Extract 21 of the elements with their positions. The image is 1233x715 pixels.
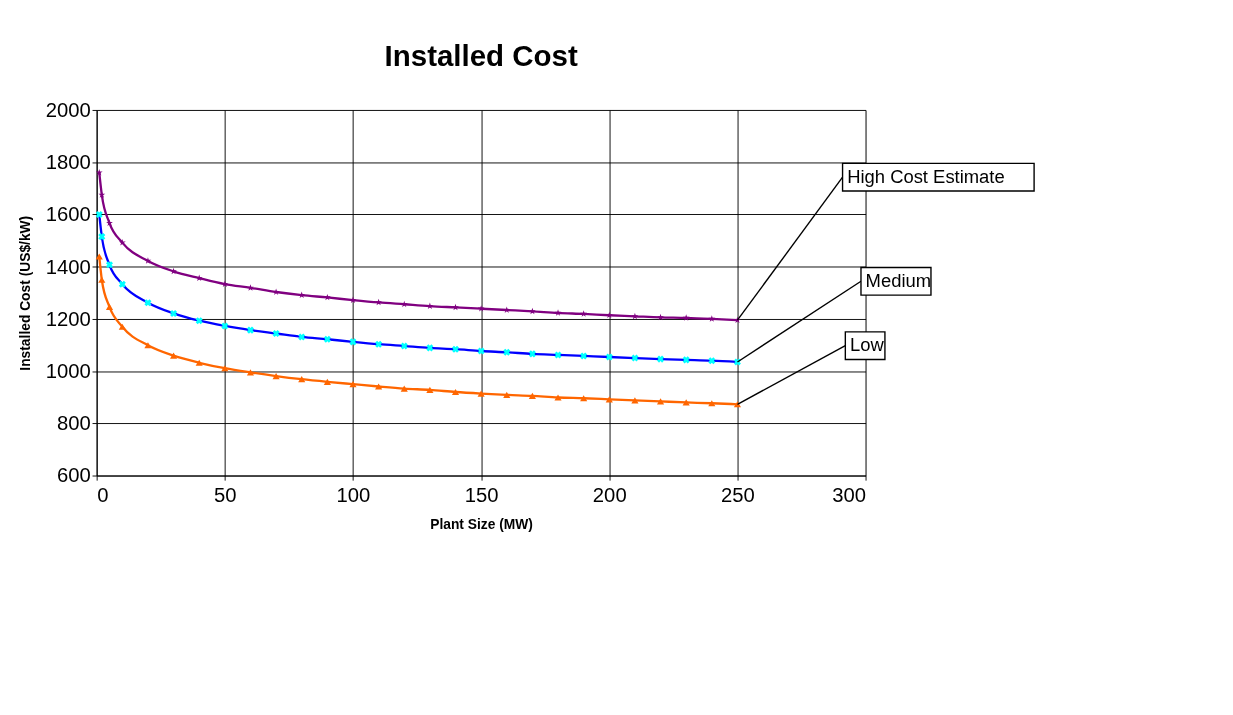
chart-title: Installed Cost: [384, 38, 578, 72]
y-tick-label: 1000: [45, 360, 91, 383]
text: Low: [849, 334, 885, 356]
y-tick-label: 600: [56, 464, 91, 487]
x-tick-label: 300: [832, 483, 867, 506]
x-tick-label: 150: [464, 483, 499, 506]
x-tick-label: 250: [721, 483, 755, 506]
y-tick-label: 1600: [45, 203, 91, 226]
x-tick-label: 0: [97, 483, 109, 506]
x-tick-label: 100: [336, 483, 371, 506]
y-tick-label: 1800: [45, 151, 91, 174]
y-tick-label: 1400: [45, 255, 91, 278]
y-axis-title: Installed Cost (US$/kW): [16, 215, 33, 371]
x-tick-label: 50: [214, 483, 237, 506]
text: Medium: [865, 269, 932, 291]
y-tick-label: 2000: [45, 98, 91, 121]
x-tick-label: 200: [592, 483, 627, 506]
y-tick-label: 1200: [45, 307, 91, 330]
x-axis-title: Plant Size (MW): [430, 516, 533, 533]
y-tick-label: 800: [56, 412, 91, 435]
text: High Cost Estimate: [847, 165, 1005, 187]
